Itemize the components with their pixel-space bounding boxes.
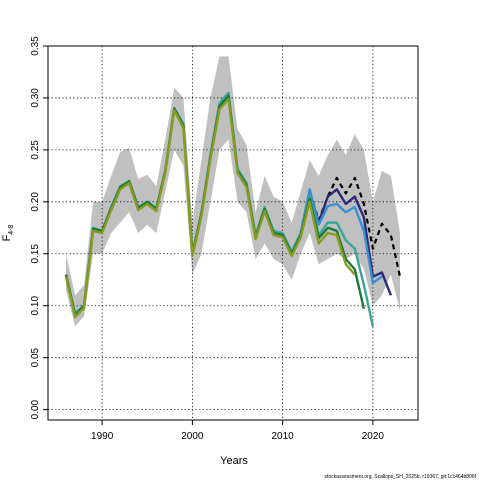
confidence-band-layer <box>66 56 400 327</box>
y-tick-label: 0.30 <box>30 88 41 108</box>
y-tick-label: 0.35 <box>30 36 41 56</box>
series-line-6 <box>64 97 356 319</box>
y-tick-label: 0.25 <box>30 140 41 160</box>
plot-frame <box>47 45 419 421</box>
y-tick-label: 0.20 <box>30 192 41 212</box>
confidence-band <box>66 56 400 327</box>
y-tick-label: 0.05 <box>30 347 41 367</box>
footer-source: stockassessment.org, Scallops_SH_2025b, … <box>325 474 477 480</box>
y-axis-title-subscript: 4-8 <box>8 224 15 234</box>
x-tick-label: 2020 <box>362 431 385 442</box>
series-layer <box>64 91 402 327</box>
y-axis-title-main: F <box>1 234 13 241</box>
x-tick-label: 2010 <box>272 431 295 442</box>
x-tick-label: 2000 <box>181 431 204 442</box>
y-axis-ticks: 0.00 0.05 0.10 0.15 0.20 0.25 0.30 0.35 <box>30 36 48 419</box>
y-tick-label: 0.10 <box>30 296 41 316</box>
y-axis-title: F4-8 <box>1 224 15 241</box>
y-tick-label: 0.15 <box>30 244 41 264</box>
series-line-3 <box>299 188 383 285</box>
x-axis-title: Years <box>220 455 248 467</box>
x-tick-label: 1990 <box>91 431 114 442</box>
x-axis-ticks: 1990 2000 2010 2020 <box>91 420 384 442</box>
y-tick-label: 0.00 <box>30 399 41 419</box>
